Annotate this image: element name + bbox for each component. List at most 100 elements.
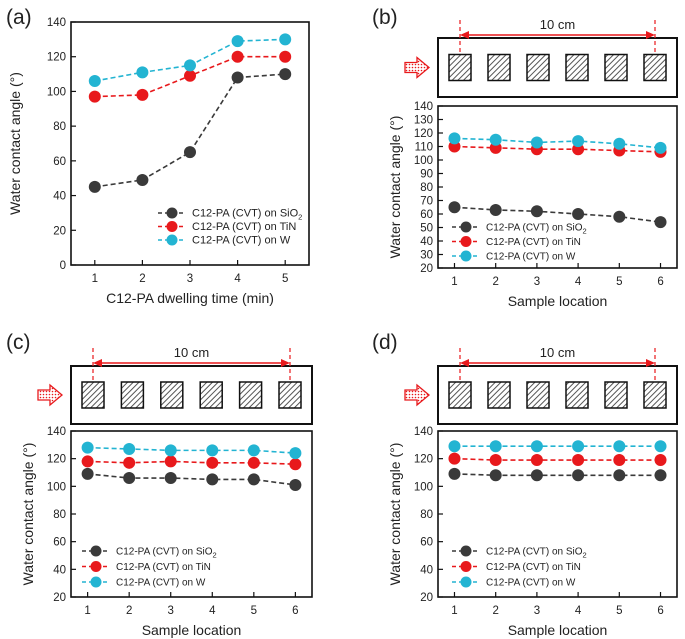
substrate-frame: [437, 365, 678, 425]
legend-marker: [460, 221, 472, 233]
sample-square: [278, 381, 302, 409]
data-point: [289, 478, 302, 491]
x-tick-label: 3: [534, 276, 540, 288]
sample-square: [604, 53, 628, 82]
legend-label: C12-PA (CVT) on TiN: [486, 237, 581, 248]
x-tick-label: 3: [168, 605, 174, 617]
data-point: [289, 447, 302, 460]
x-tick-label: 6: [292, 605, 298, 617]
series-line: [454, 137, 661, 149]
y-tick-label: 30: [420, 250, 433, 262]
x-tick-label: 4: [209, 605, 216, 617]
data-point: [164, 472, 177, 485]
series-line: [454, 145, 661, 153]
x-tick-label: 3: [187, 273, 193, 285]
panel-label: (d): [372, 331, 398, 354]
data-point: [247, 444, 260, 457]
dimension-arrow-right: [646, 359, 655, 367]
data-point: [279, 68, 292, 81]
data-point: [654, 216, 667, 229]
y-axis-label: Water contact angle (°): [387, 116, 403, 259]
sample-square: [81, 381, 105, 409]
data-point: [247, 473, 260, 486]
x-tick-label: 5: [282, 273, 288, 285]
legend-label: C12-PA (CVT) on SiO2: [486, 223, 587, 236]
legend-label: C12-PA (CVT) on W: [486, 578, 576, 589]
x-axis-label: Sample location: [142, 622, 242, 638]
data-point: [136, 173, 149, 186]
data-point: [572, 135, 585, 148]
legend-label-subscript: 2: [583, 227, 587, 236]
legend-label-text: C12-PA (CVT) on W: [486, 252, 576, 263]
data-point: [613, 440, 626, 453]
data-point: [184, 69, 196, 82]
data-point: [489, 469, 502, 482]
legend-label-text: C12-PA (CVT) on SiO: [486, 223, 583, 234]
y-tick-label: 40: [420, 564, 433, 576]
data-point: [231, 35, 244, 48]
series-line: [87, 446, 296, 454]
y-tick-label: 120: [414, 454, 433, 466]
data-point: [184, 146, 196, 159]
y-tick-label: 100: [414, 155, 433, 167]
y-tick-label: 100: [414, 481, 433, 493]
sample-diagram: 10 cm: [37, 345, 313, 425]
data-point: [530, 205, 543, 218]
sample-square: [448, 381, 472, 409]
x-tick-label: 2: [492, 276, 498, 288]
legend-marker: [166, 221, 178, 232]
y-tick-label: 70: [420, 196, 433, 208]
dimension-arrow-left: [93, 359, 102, 367]
legend-marker: [460, 561, 472, 572]
sample-square: [526, 53, 550, 82]
y-tick-label: 100: [47, 481, 66, 493]
sample-diagram: 10 cm: [404, 17, 678, 98]
y-tick-label: 140: [47, 426, 66, 438]
data-point: [572, 469, 585, 482]
legend-label-text: C12-PA (CVT) on SiO: [192, 208, 299, 220]
x-tick-label: 1: [451, 605, 457, 617]
sample-square: [526, 381, 550, 409]
legend-label: C12-PA (CVT) on SiO2: [486, 547, 587, 560]
sample-square: [487, 53, 511, 82]
sample-square: [160, 381, 184, 409]
dimension-arrow-right: [281, 359, 290, 367]
y-tick-label: 40: [420, 236, 433, 248]
data-point: [88, 75, 101, 88]
y-tick-label: 140: [414, 101, 433, 113]
dimension-label: 10 cm: [174, 345, 209, 360]
data-point: [164, 444, 177, 457]
sample-square: [565, 53, 589, 82]
data-point: [289, 458, 302, 471]
x-tick-label: 6: [657, 276, 663, 288]
legend-marker: [166, 234, 178, 246]
dimension-label: 10 cm: [540, 345, 575, 360]
data-point: [231, 50, 244, 63]
y-axis-label: Water contact angle (°): [20, 443, 36, 586]
data-point: [88, 180, 101, 193]
x-tick-label: 4: [575, 276, 582, 288]
legend-label: C12-PA (CVT) on W: [486, 252, 576, 263]
substrate-frame: [437, 37, 678, 98]
data-point: [489, 440, 502, 453]
data-point: [184, 59, 196, 72]
legend-label-subscript: 2: [298, 213, 302, 222]
legend-label-text: C12-PA (CVT) on W: [116, 578, 206, 589]
y-tick-label: 80: [53, 121, 66, 133]
dimension-arrow-right: [646, 31, 655, 39]
legend-label-text: C12-PA (CVT) on W: [486, 578, 576, 589]
legend-label-text: C12-PA (CVT) on TiN: [486, 562, 581, 573]
data-point: [136, 66, 149, 79]
legend-label: C12-PA (CVT) on SiO2: [192, 208, 302, 222]
data-point: [448, 440, 461, 453]
legend-marker: [460, 545, 472, 557]
data-point: [448, 467, 461, 480]
data-point: [206, 456, 219, 469]
x-tick-label: 1: [84, 605, 90, 617]
sample-diagram: 10 cm: [404, 345, 678, 425]
x-tick-label: 4: [234, 273, 241, 285]
data-point: [279, 50, 292, 63]
sample-square: [120, 381, 145, 409]
data-point: [206, 444, 219, 457]
y-tick-label: 20: [53, 592, 66, 604]
